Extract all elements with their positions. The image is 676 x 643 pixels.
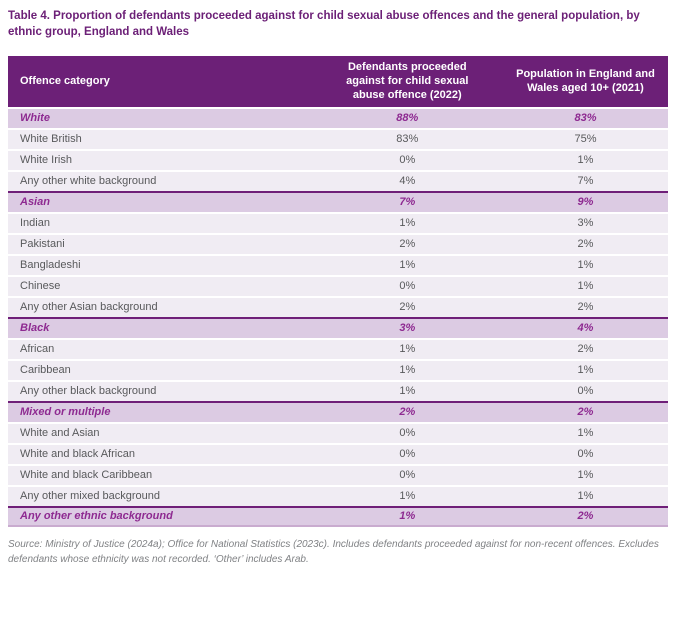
group-row: Mixed or multiple 2% 2% <box>8 400 668 422</box>
table-row: White British 83% 75% <box>8 127 668 149</box>
defendants-value: 0% <box>311 442 503 464</box>
defendants-value: 7% <box>311 190 503 212</box>
defendants-value: 1% <box>311 211 503 233</box>
table-row: White and black African 0% 0% <box>8 442 668 464</box>
ethnicity-table: Offence category Defendants proceeded ag… <box>8 55 668 527</box>
header-row: Offence category Defendants proceeded ag… <box>8 55 668 107</box>
table-row: White and black Caribbean 0% 1% <box>8 463 668 485</box>
table-row: White and Asian 0% 1% <box>8 421 668 443</box>
row-label: Caribbean <box>8 358 312 380</box>
population-value: 2% <box>502 337 668 359</box>
population-value: 1% <box>502 253 668 275</box>
row-label: Any other black background <box>8 379 312 401</box>
population-value: 1% <box>502 148 668 170</box>
row-label: Asian <box>8 190 312 212</box>
column-header-population-label: Population in England and Wales aged 10+… <box>516 67 655 95</box>
population-value: 1% <box>502 358 668 380</box>
population-value: 2% <box>502 400 668 422</box>
row-label: Any other ethnic background <box>8 505 312 527</box>
defendants-value: 83% <box>311 127 503 149</box>
table-row: African 1% 2% <box>8 337 668 359</box>
defendants-value: 1% <box>311 484 503 506</box>
population-value: 75% <box>502 127 668 149</box>
population-value: 7% <box>502 169 668 191</box>
row-label: White and black African <box>8 442 312 464</box>
column-header-offence-category: Offence category <box>8 55 312 107</box>
defendants-value: 4% <box>311 169 503 191</box>
defendants-value: 1% <box>311 337 503 359</box>
population-value: 2% <box>502 295 668 317</box>
table-row: Any other white background 4% 7% <box>8 169 668 191</box>
row-label: Any other mixed background <box>8 484 312 506</box>
table-title: Table 4. Proportion of defendants procee… <box>8 10 640 39</box>
row-label: White <box>8 106 312 128</box>
table-row: Any other black background 1% 0% <box>8 379 668 401</box>
population-value: 1% <box>502 463 668 485</box>
defendants-value: 1% <box>311 358 503 380</box>
row-label: Black <box>8 316 312 338</box>
row-label: Indian <box>8 211 312 233</box>
table-body: White 88% 83% White British 83% 75% White Iris… <box>8 106 668 527</box>
table-row: Caribbean 1% 1% <box>8 358 668 380</box>
defendants-value: 2% <box>311 232 503 254</box>
table-row: White Irish 0% 1% <box>8 148 668 170</box>
defendants-value: 1% <box>311 505 503 527</box>
defendants-value: 2% <box>311 400 503 422</box>
defendants-value: 2% <box>311 295 503 317</box>
row-label: African <box>8 337 312 359</box>
defendants-value: 0% <box>311 421 503 443</box>
population-value: 83% <box>502 106 668 128</box>
row-label: Bangladeshi <box>8 253 312 275</box>
defendants-value: 0% <box>311 463 503 485</box>
report-page: Table 4. Proportion of defendants procee… <box>8 10 668 565</box>
population-value: 1% <box>502 484 668 506</box>
row-label: Chinese <box>8 274 312 296</box>
population-value: 0% <box>502 379 668 401</box>
group-row: White 88% 83% <box>8 106 668 128</box>
population-value: 2% <box>502 232 668 254</box>
population-value: 1% <box>502 274 668 296</box>
table-row: Pakistani 2% 2% <box>8 232 668 254</box>
population-value: 3% <box>502 211 668 233</box>
row-label: White Irish <box>8 148 312 170</box>
table-row: Indian 1% 3% <box>8 211 668 233</box>
defendants-value: 88% <box>311 106 503 128</box>
population-value: 2% <box>502 505 668 527</box>
table-row: Any other Asian background 2% 2% <box>8 295 668 317</box>
population-value: 1% <box>502 421 668 443</box>
group-row: Black 3% 4% <box>8 316 668 338</box>
row-label: Pakistani <box>8 232 312 254</box>
table-row: Bangladeshi 1% 1% <box>8 253 668 275</box>
population-value: 4% <box>502 316 668 338</box>
table-row: Chinese 0% 1% <box>8 274 668 296</box>
row-label: White British <box>8 127 312 149</box>
defendants-value: 3% <box>311 316 503 338</box>
row-label: Mixed or multiple <box>8 400 312 422</box>
column-header-defendants-label: Defendants proceeded against for child s… <box>346 60 469 102</box>
defendants-value: 0% <box>311 274 503 296</box>
row-label: White and Asian <box>8 421 312 443</box>
population-value: 0% <box>502 442 668 464</box>
population-value: 9% <box>502 190 668 212</box>
row-label: Any other Asian background <box>8 295 312 317</box>
row-label: White and black Caribbean <box>8 463 312 485</box>
row-label: Any other white background <box>8 169 312 191</box>
defendants-value: 1% <box>311 253 503 275</box>
table-row: Any other mixed background 1% 1% <box>8 484 668 506</box>
defendants-value: 1% <box>311 379 503 401</box>
column-header-defendants: Defendants proceeded against for child s… <box>311 55 503 107</box>
column-header-population: Population in England and Wales aged 10+… <box>502 55 668 107</box>
table-header: Offence category Defendants proceeded ag… <box>8 55 668 107</box>
group-row: Asian 7% 9% <box>8 190 668 212</box>
defendants-value: 0% <box>311 148 503 170</box>
source-note: Source: Ministry of Justice (2024a); Off… <box>8 538 659 565</box>
group-row: Any other ethnic background 1% 2% <box>8 505 668 527</box>
